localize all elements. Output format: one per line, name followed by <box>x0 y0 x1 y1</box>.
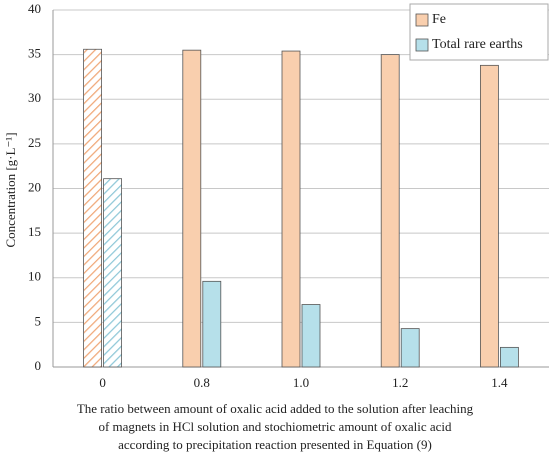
bar <box>479 64 499 368</box>
legend-box <box>409 3 549 61</box>
legend-swatch <box>415 13 429 27</box>
x-tick-label: 1.4 <box>491 375 508 390</box>
legend-swatch <box>415 38 429 52</box>
bar <box>83 48 102 368</box>
y-tick-label: 30 <box>28 90 41 105</box>
bar <box>202 280 222 368</box>
bar <box>380 54 400 368</box>
legend-label: Fe <box>432 12 446 27</box>
y-tick-label: 40 <box>28 1 41 16</box>
bar <box>400 328 420 368</box>
legend-label: Total rare earths <box>432 37 523 52</box>
x-axis-label: of magnets in HCl solution and stochiome… <box>98 419 452 434</box>
y-axis-label: Concentration [g·L⁻¹] <box>3 132 18 247</box>
y-tick-label: 15 <box>28 224 41 239</box>
y-tick-label: 0 <box>35 358 42 373</box>
x-axis-label: The ratio between amount of oxalic acid … <box>77 401 474 416</box>
y-tick-label: 35 <box>28 46 41 61</box>
x-tick-label: 0 <box>99 375 106 390</box>
bar <box>281 50 301 368</box>
x-tick-label: 1.2 <box>392 375 408 390</box>
bar <box>301 304 321 368</box>
y-tick-label: 25 <box>28 135 41 150</box>
y-tick-label: 10 <box>28 269 41 284</box>
x-tick-label: 1.0 <box>293 375 309 390</box>
bar <box>103 178 122 368</box>
bar <box>182 49 202 368</box>
bar <box>499 346 519 368</box>
x-tick-label: 0.8 <box>194 375 210 390</box>
x-axis-label: according to precipitation reaction pres… <box>118 437 432 452</box>
y-tick-label: 5 <box>35 313 42 328</box>
y-tick-label: 20 <box>28 179 41 194</box>
